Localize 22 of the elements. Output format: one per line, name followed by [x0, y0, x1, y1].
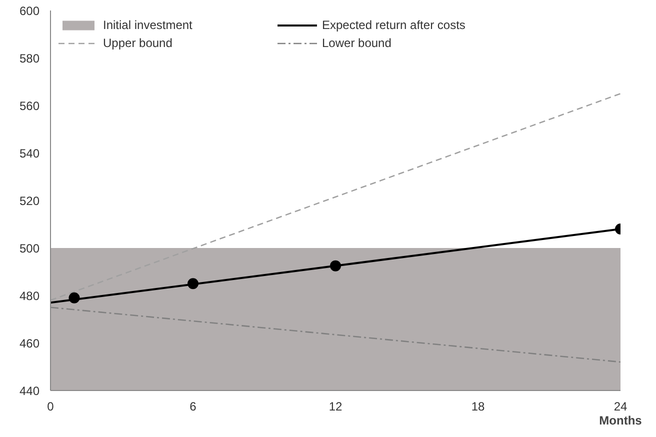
y-tick-label: 440 [19, 384, 40, 398]
point [68, 292, 80, 304]
point [330, 260, 341, 272]
x-tick-label: 18 [471, 400, 485, 414]
y-tick-label: 480 [19, 289, 40, 303]
point [188, 278, 198, 290]
y-tick-label: 500 [19, 242, 40, 256]
x-tick-label: 24 [614, 400, 628, 414]
legend-label: Expected return after costs [322, 18, 466, 32]
legend-label: Lower bound [322, 36, 392, 50]
y-tick-label: 580 [19, 52, 40, 66]
y-tick-label: 540 [19, 146, 40, 160]
y-tick-label: 460 [19, 336, 40, 350]
y-tick-label: 520 [19, 194, 40, 208]
x-axis-title: Months [599, 414, 642, 428]
y-tick-label: 560 [19, 99, 40, 113]
x-tick-label: 6 [190, 400, 197, 414]
legend-label: Initial investment [103, 18, 194, 32]
legend-label: Upper bound [103, 36, 174, 50]
y-tick-label: 600 [19, 4, 40, 18]
x-tick-label: 12 [328, 400, 342, 414]
x-tick-label: 0 [47, 400, 54, 414]
